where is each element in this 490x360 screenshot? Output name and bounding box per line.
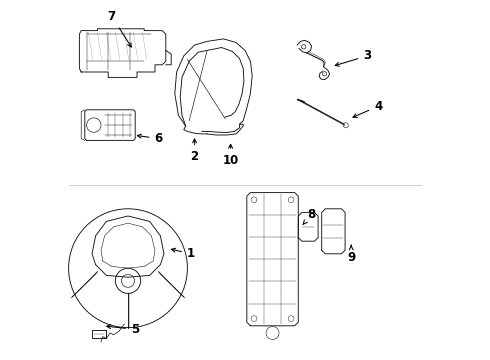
Text: 7: 7 (108, 10, 131, 47)
Text: 3: 3 (335, 49, 371, 66)
Text: 9: 9 (347, 245, 355, 264)
Text: 8: 8 (303, 208, 316, 225)
Text: 4: 4 (353, 100, 382, 117)
Text: 6: 6 (137, 132, 163, 145)
Text: 5: 5 (107, 323, 139, 336)
Bar (92, 330, 106, 338)
Text: 1: 1 (172, 247, 195, 260)
Text: 2: 2 (191, 139, 198, 163)
Text: 10: 10 (222, 144, 239, 167)
